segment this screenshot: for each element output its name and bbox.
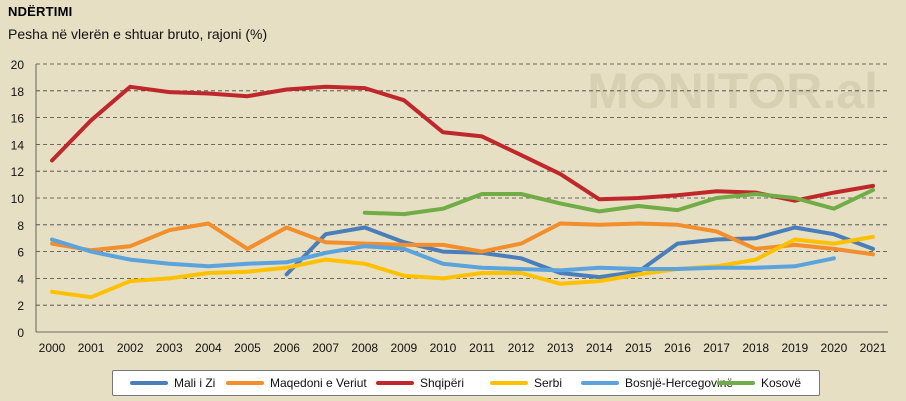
series-line-5 [362,188,875,217]
y-tick-label: 6 [17,246,24,260]
y-tick-label: 18 [11,85,25,99]
series-line-0 [284,225,875,280]
legend-label-2: Shqipëri [420,376,464,390]
legend-label-4: Bosnjë-Hercegovinë [625,376,733,390]
x-tick-label: 2018 [742,341,769,355]
chart-title: NDËRTIMI [8,4,73,19]
x-tick-label: 2001 [78,341,105,355]
x-tick-label: 2017 [703,341,730,355]
x-tick-label: 2003 [156,341,183,355]
y-tick-label: 14 [11,138,25,152]
y-tick-label: 4 [17,272,24,286]
series-line-2 [50,84,875,203]
y-tick-label: 8 [17,219,24,233]
y-tick-label: 0 [17,326,24,340]
x-tick-label: 2006 [273,341,300,355]
y-tick-label: 2 [17,299,24,313]
legend-label-0: Mali i Zi [174,376,215,390]
series-line-1 [50,221,875,257]
x-tick-label: 2016 [664,341,691,355]
x-tick-label: 2008 [351,341,378,355]
x-tick-label: 2000 [39,341,66,355]
x-tick-label: 2009 [391,341,418,355]
series-line-4 [50,237,836,273]
x-tick-label: 2014 [586,341,613,355]
x-tick-label: 2007 [312,341,339,355]
x-tick-label: 2015 [625,341,652,355]
x-tick-label: 2002 [117,341,144,355]
y-tick-label: 16 [11,112,25,126]
x-tick-label: 2005 [234,341,261,355]
y-tick-label: 12 [11,165,25,179]
legend-label-1: Maqedoni e Veriut [270,376,367,390]
legend-label-5: Kosovë [761,376,801,390]
x-tick-label: 2021 [860,341,887,355]
x-tick-label: 2020 [821,341,848,355]
y-tick-label: 10 [11,192,25,206]
x-tick-label: 2010 [430,341,457,355]
legend-label-3: Serbi [534,376,562,390]
chart-subtitle: Pesha në vlerën e shtuar bruto, rajoni (… [8,26,268,42]
x-tick-label: 2019 [781,341,808,355]
series-line-3 [50,234,875,300]
y-tick-label: 20 [11,58,25,72]
x-tick-label: 2011 [469,341,495,355]
x-tick-label: 2012 [508,341,535,355]
x-tick-label: 2004 [195,341,222,355]
x-tick-label: 2013 [547,341,574,355]
